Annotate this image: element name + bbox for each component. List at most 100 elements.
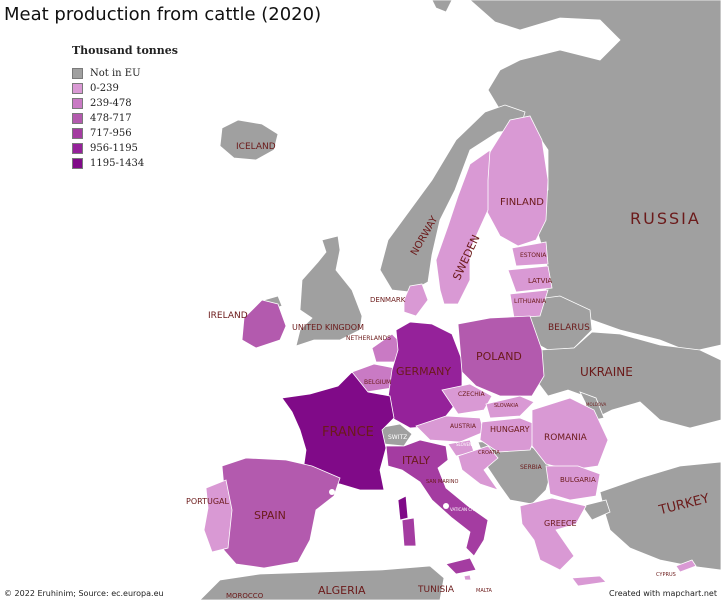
country-corsica <box>397 495 409 521</box>
label-monaco: MONACO <box>386 486 404 491</box>
label-austria: AUSTRIA <box>450 423 477 430</box>
label-cyprus: CYPRUS <box>656 572 676 578</box>
label-slovenia: SLOVENIA <box>456 442 476 447</box>
country-finland <box>483 115 549 247</box>
country-greece-crete <box>571 575 607 587</box>
legend-swatch <box>72 68 83 79</box>
legend-item: 1195-1434 <box>72 156 178 171</box>
legend-item: 956-1195 <box>72 141 178 156</box>
country-ireland <box>241 299 287 349</box>
label-romania: ROMANIA <box>544 433 588 443</box>
legend-item: 478-717 <box>72 111 178 126</box>
marker-vatican <box>443 503 449 509</box>
label-italy: ITALY <box>402 454 430 467</box>
legend-item: 717-956 <box>72 126 178 141</box>
label-switz: SWITZ <box>388 434 407 441</box>
region-iceland <box>219 119 279 161</box>
label-germany: GERMANY <box>396 365 451 378</box>
legend-swatch <box>72 128 83 139</box>
legend-label: 1195-1434 <box>90 158 145 169</box>
legend-label: 239-478 <box>90 98 132 109</box>
label-bulgaria: BULGARIA <box>560 476 596 484</box>
country-sardinia <box>401 517 417 547</box>
legend-items: Not in EU 0-239 239-478 478-717 717-956 956-1… <box>72 66 178 171</box>
label-hungary: HUNGARY <box>490 425 530 434</box>
legend-label: 478-717 <box>90 113 132 124</box>
label-ukraine: UKRAINE <box>580 365 633 379</box>
label-vatican: VATICAN CITY <box>450 507 478 512</box>
marker-andorra <box>329 489 335 495</box>
region-greenland-edge <box>431 0 453 13</box>
label-latvia: LATVIA <box>528 277 552 285</box>
country-greece <box>519 497 587 571</box>
label-uk: UNITED KINGDOM <box>292 323 364 332</box>
label-portugal: PORTUGAL <box>186 497 230 506</box>
label-france: FRANCE <box>322 425 374 440</box>
country-estonia <box>511 241 549 267</box>
legend-item: Not in EU <box>72 66 178 81</box>
legend-label: 0-239 <box>90 83 119 94</box>
region-north-africa <box>199 565 445 600</box>
label-malta: MALTA <box>476 588 492 594</box>
country-croatia <box>457 445 500 491</box>
label-estonia: ESTONIA <box>520 252 547 259</box>
country-cyprus <box>675 559 697 573</box>
micro-state-markers <box>329 489 449 509</box>
map-title: Meat production from cattle (2020) <box>4 4 322 25</box>
label-morocco: MOROCCO <box>226 592 264 600</box>
country-romania <box>531 397 609 471</box>
eu-countries <box>203 115 697 587</box>
label-slovakia: SLOVAKIA <box>494 403 519 409</box>
label-belgium: BELGIUM <box>364 379 391 386</box>
region-great-britain <box>295 235 363 347</box>
label-algeria: ALGERIA <box>318 584 366 597</box>
country-denmark <box>403 283 429 317</box>
label-ireland: IRELAND <box>208 311 248 321</box>
country-poland <box>457 315 545 397</box>
legend-title: Thousand tonnes <box>72 44 178 57</box>
legend-swatch <box>72 158 83 169</box>
label-san-marino: SAN MARINO <box>426 479 458 485</box>
region-ukraine <box>535 331 721 429</box>
country-latvia <box>507 265 553 293</box>
label-tunisia: TUNISIA <box>417 585 455 595</box>
label-serbia: SERBIA <box>520 464 543 471</box>
legend-swatch <box>72 143 83 154</box>
label-spain: SPAIN <box>254 509 286 522</box>
legend-label: 717-956 <box>90 128 132 139</box>
country-bulgaria <box>545 465 601 501</box>
legend: Thousand tonnes Not in EU 0-239 239-478 478… <box>72 44 178 171</box>
country-hungary <box>479 417 541 453</box>
legend-swatch <box>72 98 83 109</box>
legend-swatch <box>72 113 83 124</box>
label-netherlands: NETHERLANDS <box>346 335 391 342</box>
legend-label: 956-1195 <box>90 143 138 154</box>
label-finland: FINLAND <box>500 197 544 208</box>
country-sweden <box>435 149 491 305</box>
country-france <box>281 371 395 491</box>
legend-swatch <box>72 83 83 94</box>
country-portugal <box>203 479 233 553</box>
country-italy <box>385 439 489 557</box>
label-iceland: ICELAND <box>236 142 276 152</box>
legend-item: 239-478 <box>72 96 178 111</box>
label-moldova: MOLDOVA <box>586 402 606 407</box>
credit-mapchart: Created with mapchart.net <box>609 589 717 598</box>
credit-source: © 2022 Eruhinim; Source: ec.europa.eu <box>4 589 164 598</box>
legend-item: 0-239 <box>72 81 178 96</box>
label-denmark: DENMARK <box>370 296 406 304</box>
region-russia <box>469 0 721 353</box>
label-russia: RUSSIA <box>630 209 701 228</box>
country-malta <box>463 574 472 581</box>
country-sicily <box>445 557 477 575</box>
legend-label: Not in EU <box>90 68 141 79</box>
region-turkey-europe <box>581 499 611 521</box>
label-czechia: CZECHIA <box>458 391 486 398</box>
country-lithuania <box>509 289 549 319</box>
country-slovakia <box>485 395 535 419</box>
label-lithuania: LITHUANIA <box>514 298 547 305</box>
label-poland: POLAND <box>476 350 522 363</box>
label-belarus: BELARUS <box>548 323 590 333</box>
label-croatia: CROATIA <box>478 450 500 456</box>
